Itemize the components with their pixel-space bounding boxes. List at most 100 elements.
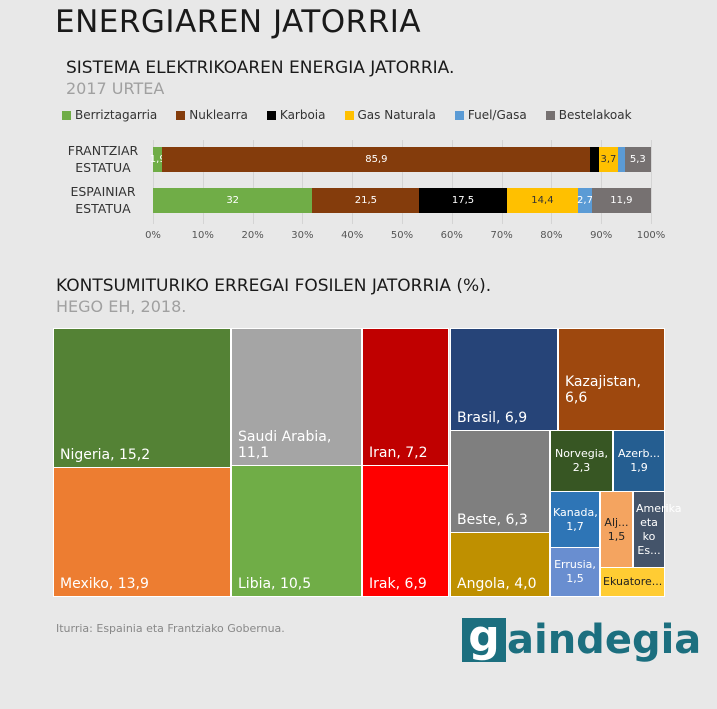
treemap-cell: Azerb... 1,9 (613, 430, 665, 492)
treemap-label: Ekuatore... (603, 575, 663, 588)
data-label: 1,9 (149, 154, 166, 165)
treemap-label: Angola, 4,0 (457, 576, 537, 592)
gridline (501, 140, 503, 224)
treemap-cell: Norvegia, 2,3 (550, 430, 613, 492)
source-note: Iturria: Espainia eta Frantziako Gobernu… (56, 622, 285, 635)
logo-text: aindegia (507, 617, 702, 663)
treemap-label: Errusia, 1,5 (554, 558, 596, 585)
gridline (451, 140, 453, 224)
bar-segment: 85,9 (162, 147, 591, 172)
data-label: 2,7 (577, 195, 593, 206)
treemap-label: Mexiko, 13,9 (60, 576, 149, 592)
bar-plot-area: 1,9 85,9 3,7 5,3 32 21,5 17,5 14,4 2,7 11,9 (150, 140, 651, 225)
legend-swatch (266, 110, 276, 120)
legend-item: Nuklearra (176, 108, 248, 122)
x-tick-label: 80% (540, 230, 563, 241)
treemap-label: Amerika eta ko Es... (636, 501, 682, 557)
x-tick-label: 30% (291, 230, 314, 241)
treemap-cell: Iran, 7,2 (362, 328, 449, 466)
x-tick-label: 70% (490, 230, 513, 241)
treemap-cell: Brasil, 6,9 (450, 328, 558, 431)
treemap-label: Kazajistan, 6,6 (565, 374, 641, 406)
data-label: 3,7 (600, 154, 617, 165)
bar-row: 1,9 85,9 3,7 5,3 (150, 147, 651, 172)
legend-swatch (454, 110, 464, 120)
gridline (153, 140, 154, 224)
legend-label: Fuel/Gasa (467, 108, 527, 122)
data-label: 32 (226, 195, 240, 206)
legend-label: Nuklearra (189, 108, 248, 122)
gridline (352, 140, 354, 224)
logo: g aindegia (462, 615, 702, 663)
treemap-label: Nigeria, 15,2 (60, 447, 151, 463)
legend-item: Karboia (266, 108, 326, 122)
treemap-label: Libia, 10,5 (238, 576, 312, 592)
treemap-subtitle: HEGO EH, 2018. (56, 297, 187, 316)
data-label: 5,3 (629, 154, 646, 165)
legend-label: Gas Naturala (357, 108, 436, 122)
x-tick-label: 10% (191, 230, 214, 241)
category-label: ESPAINIAR ESTATUA (70, 184, 136, 216)
bar-segment: 14,4 (506, 188, 579, 213)
legend-swatch (344, 110, 354, 120)
treemap-title: KONTSUMITURIKO ERREGAI FOSILEN JATORRIA … (56, 276, 492, 296)
x-tick-label: 50% (390, 230, 414, 241)
treemap-cell: Alj... 1,5 (600, 491, 633, 568)
bar-segment: 2,7 (577, 188, 593, 213)
treemap-cell: Angola, 4,0 (450, 532, 550, 597)
x-tick-label: 0% (145, 230, 161, 241)
treemap-cell: Nigeria, 15,2 (53, 328, 231, 468)
legend-label: Berriztagarria (75, 108, 158, 122)
bar-segment: 32 (153, 188, 313, 213)
treemap-cell: Saudi Arabia, 11,1 (231, 328, 362, 466)
bar-legend: Berriztagarria Nuklearra Karboia Gas Natura… (62, 108, 632, 122)
x-tick-label: 90% (590, 230, 613, 241)
gridline (302, 140, 304, 224)
gridline (252, 140, 254, 224)
bar-segment (590, 147, 600, 172)
treemap-label: Kanada, 1,7 (553, 505, 598, 533)
bar-chart-title: SISTEMA ELEKTRIKOAREN ENERGIA JATORRIA. (66, 58, 455, 78)
x-tick-label: 60% (440, 230, 463, 241)
legend-label: Bestelakoak (558, 108, 632, 122)
data-label: 85,9 (365, 154, 388, 165)
data-label: 11,9 (610, 195, 633, 206)
treemap-cell: Amerika eta ko Es... (633, 491, 682, 568)
bar-chart-subtitle: 2017 URTEA (66, 79, 165, 98)
x-tick-label: 40% (341, 230, 364, 241)
bar-segment: 1,9 (150, 147, 166, 172)
treemap-cell: Libia, 10,5 (231, 465, 362, 597)
treemap-label: Irak, 6,9 (369, 576, 427, 592)
legend-item: Gas Naturala (344, 108, 436, 122)
treemap-label: Beste, 6,3 (457, 512, 528, 528)
category-label: FRANTZIAR ESTATUA (67, 143, 139, 175)
treemap-label: Brasil, 6,9 (457, 410, 528, 426)
bar-segment: 5,3 (624, 147, 651, 172)
treemap-label: Saudi Arabia, 11,1 (238, 429, 332, 461)
gridline (402, 140, 403, 224)
legend-label: Karboia (279, 108, 326, 122)
gridline (651, 140, 652, 224)
treemap-label: Azerb... 1,9 (617, 447, 661, 474)
legend-swatch (62, 110, 71, 120)
treemap-cell: Errusia, 1,5 (550, 547, 600, 597)
bar-segment: 11,9 (591, 188, 651, 213)
legend-swatch (176, 110, 186, 120)
treemap-label: Alj... 1,5 (604, 515, 629, 543)
treemap-cell: Ekuatore... (600, 567, 665, 597)
legend-swatch (545, 110, 555, 120)
bar-row: 32 21,5 17,5 14,4 2,7 11,9 (153, 188, 651, 213)
x-tick-label: 100% (636, 230, 666, 241)
treemap-cell: Irak, 6,9 (362, 465, 449, 597)
bar-segment: 3,7 (599, 147, 618, 172)
legend-item: Berriztagarria (62, 108, 157, 122)
bar-segment: 21,5 (312, 188, 420, 213)
treemap-cell: Beste, 6,3 (450, 430, 550, 533)
treemap-cell: Kazajistan, 6,6 (558, 328, 665, 431)
logo-mark: g (462, 615, 506, 662)
data-label: 21,5 (354, 195, 378, 206)
data-label: 14,4 (531, 195, 554, 206)
data-label: 17,5 (451, 195, 475, 206)
treemap-cell: Mexiko, 13,9 (53, 467, 231, 597)
